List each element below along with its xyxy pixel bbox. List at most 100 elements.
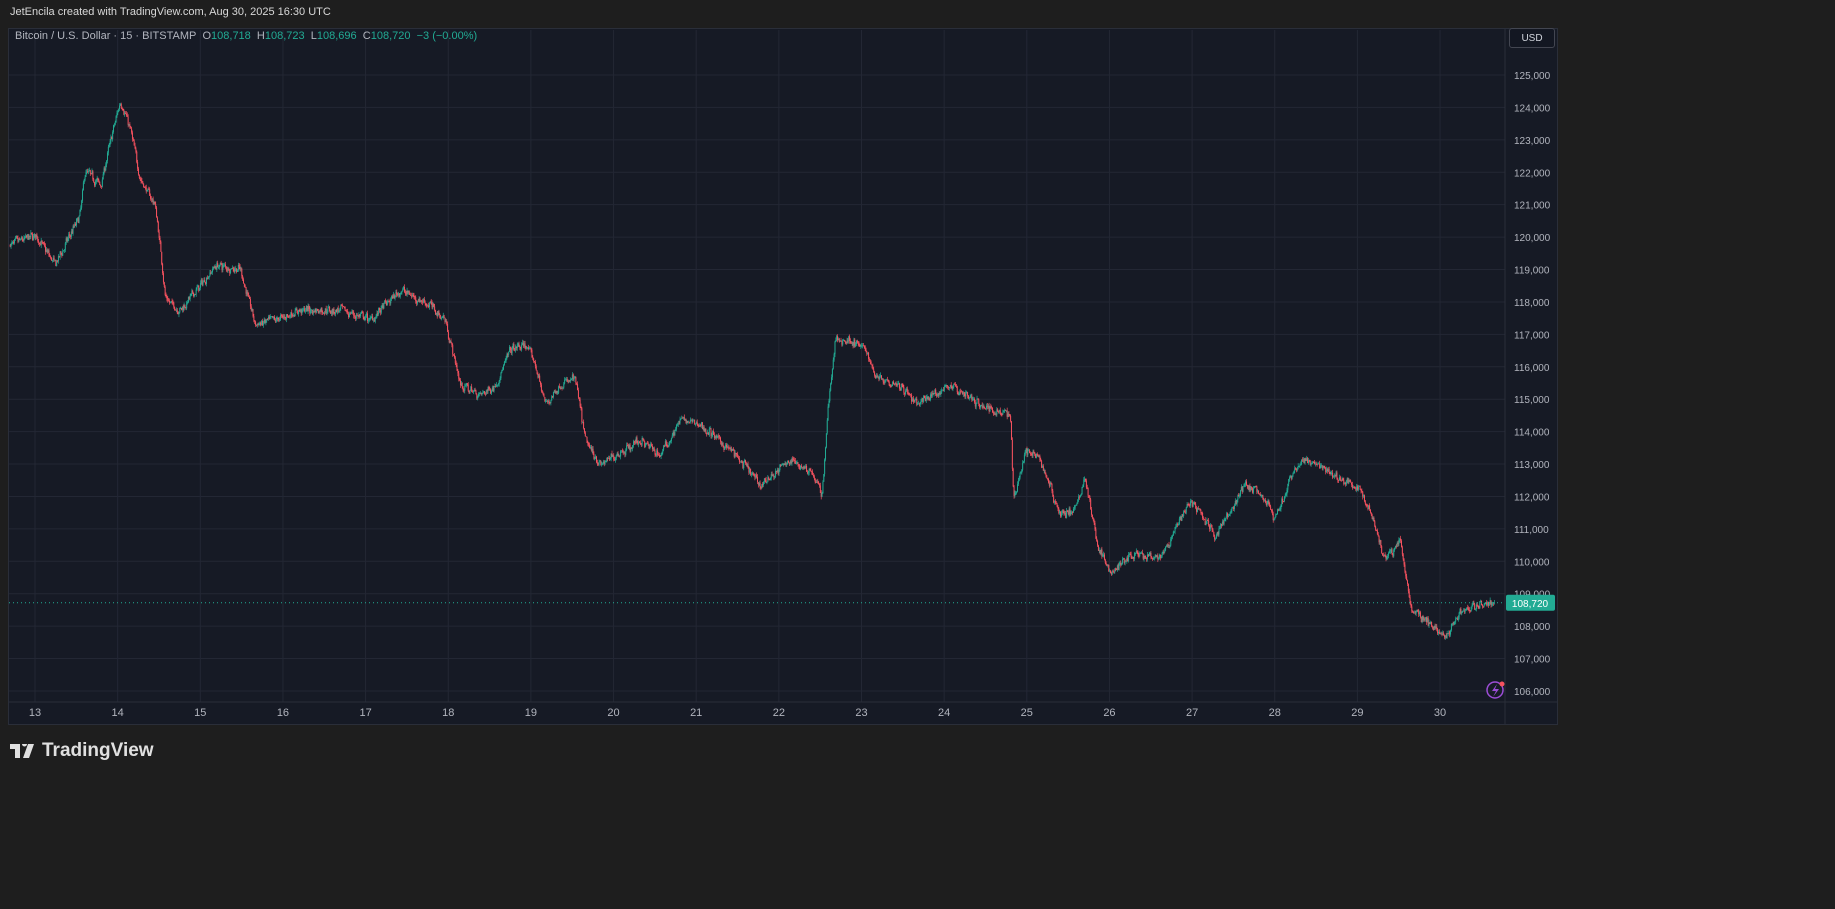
candle-body xyxy=(503,361,505,366)
candle-body xyxy=(375,316,377,318)
candle-body xyxy=(576,383,578,385)
candle-body xyxy=(22,240,24,242)
candle-body xyxy=(624,452,626,455)
tradingview-logo[interactable]: TradingView xyxy=(10,740,154,762)
candle-body xyxy=(1423,619,1425,621)
candle-body xyxy=(311,309,313,314)
candle-body xyxy=(450,340,452,343)
candle-body xyxy=(1295,468,1297,470)
candle-body xyxy=(546,400,548,402)
candle-body xyxy=(1185,507,1187,513)
candle-body xyxy=(1338,477,1340,481)
candle-body xyxy=(358,314,360,317)
candle-body xyxy=(738,458,740,462)
candle-body xyxy=(949,384,951,388)
candle-body xyxy=(1045,473,1047,476)
candle-body xyxy=(1125,560,1127,562)
candle-body xyxy=(1007,413,1009,417)
candle-body xyxy=(295,308,297,311)
lightning-alert-icon[interactable] xyxy=(1486,681,1505,699)
x-tick-label: 20 xyxy=(607,707,619,719)
candle-body xyxy=(21,237,23,241)
candle-body xyxy=(333,308,335,313)
candle-body xyxy=(1406,576,1408,581)
candle-body xyxy=(814,478,816,483)
candle-body xyxy=(1151,557,1153,559)
candle-body xyxy=(1236,499,1238,505)
candle-body xyxy=(578,397,580,400)
candle-body xyxy=(437,311,439,317)
candle-body xyxy=(1202,513,1204,519)
candle-body xyxy=(878,376,880,380)
candle-body xyxy=(314,309,316,313)
candle-body xyxy=(431,302,433,308)
symbol-title[interactable]: Bitcoin / U.S. Dollar · 15 · BITSTAMP xyxy=(15,30,197,42)
candle-body xyxy=(1419,612,1421,617)
candle-body xyxy=(131,132,133,139)
candle-body xyxy=(1382,553,1384,555)
candle-body xyxy=(777,469,779,474)
candle-body xyxy=(1010,415,1012,422)
candle-body xyxy=(1247,486,1249,490)
candle-body xyxy=(323,312,325,314)
candle-body xyxy=(698,425,700,427)
candle-body xyxy=(619,455,621,457)
candle-body xyxy=(482,392,484,394)
candle-body xyxy=(1215,535,1217,539)
candle-body xyxy=(328,307,330,308)
candle-body xyxy=(1239,490,1241,496)
chart-pane[interactable] xyxy=(8,28,1558,725)
candle-body xyxy=(609,458,611,460)
candle-body xyxy=(36,234,38,237)
candle-body xyxy=(645,442,647,444)
candle-body xyxy=(382,305,384,309)
candle-body xyxy=(1093,520,1095,523)
candle-body xyxy=(337,308,339,311)
candle-body xyxy=(87,171,89,173)
candle-body xyxy=(1165,545,1167,547)
candle-body xyxy=(783,463,785,465)
candle-body xyxy=(320,308,322,312)
candle-body xyxy=(1181,514,1183,521)
candle-body xyxy=(519,346,521,349)
candle-body xyxy=(1429,622,1431,624)
candle-body xyxy=(1453,622,1455,624)
candle-body xyxy=(104,168,106,171)
candle-body xyxy=(1008,413,1010,415)
candle-body xyxy=(141,180,143,182)
candle-body xyxy=(1161,553,1163,557)
candle-body xyxy=(457,370,459,374)
candle-body xyxy=(428,305,430,308)
candle-body xyxy=(1416,610,1418,612)
candle-body xyxy=(61,253,63,256)
candle-body xyxy=(1277,509,1279,515)
candle-body xyxy=(515,346,517,349)
candle-body xyxy=(911,398,913,402)
candle-body xyxy=(673,432,675,436)
candle-body xyxy=(1126,557,1128,562)
candle-body xyxy=(88,170,90,172)
candle-body xyxy=(436,312,438,317)
candle-body xyxy=(1265,502,1267,505)
candle-body xyxy=(1148,554,1150,557)
candle-body xyxy=(303,308,305,310)
candle-body xyxy=(534,361,536,367)
candle-body xyxy=(816,481,818,483)
candle-body xyxy=(74,223,76,227)
candle-body xyxy=(1269,504,1271,507)
candle-body xyxy=(942,389,944,391)
candle-body xyxy=(860,345,862,347)
candle-body xyxy=(438,311,440,315)
candle-body xyxy=(167,298,169,301)
candle-body xyxy=(1271,510,1273,514)
candle-body xyxy=(282,315,284,318)
candle-body xyxy=(812,471,814,475)
candle-body xyxy=(1063,511,1065,514)
candle-body xyxy=(1146,557,1148,560)
currency-button[interactable]: USD xyxy=(1509,28,1555,48)
candle-body xyxy=(1165,546,1167,551)
candle-body xyxy=(1338,479,1340,481)
candle-body xyxy=(1396,542,1398,547)
candle-body xyxy=(1417,610,1419,612)
